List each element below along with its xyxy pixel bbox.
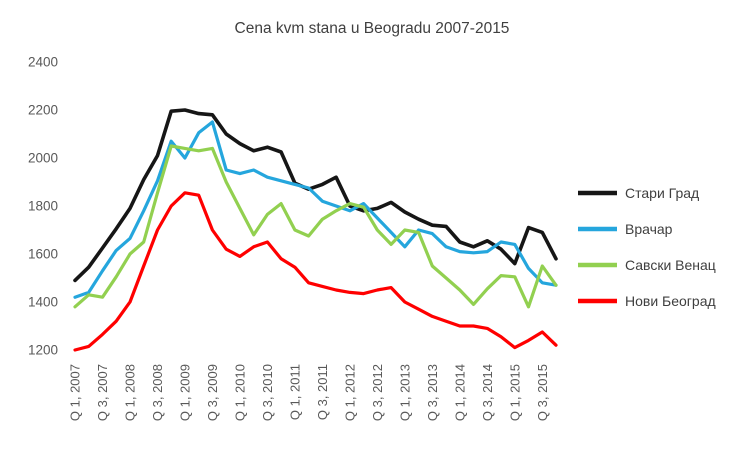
- x-tick-label: Q 1, 2011: [287, 364, 302, 420]
- x-tick-label: Q 3, 2013: [425, 364, 440, 421]
- legend-label: Врачар: [625, 221, 673, 237]
- y-tick-label: 2200: [28, 103, 58, 118]
- legend-label: Нови Београд: [625, 293, 716, 309]
- x-tick-label: Q 1, 2009: [177, 364, 192, 421]
- x-tick-label: Q 1, 2007: [68, 364, 83, 421]
- y-tick-label: 2000: [28, 151, 58, 166]
- x-tick-label: Q 1, 2015: [507, 364, 522, 421]
- legend-label: Савски Венац: [625, 257, 716, 273]
- legend-label: Стари Град: [625, 185, 699, 201]
- x-tick-label: Q 3, 2008: [150, 364, 165, 421]
- y-tick-label: 1800: [28, 199, 58, 214]
- series-line-novi-beograd: [73, 191, 558, 352]
- x-tick-label: Q 1, 2014: [452, 364, 467, 421]
- x-tick-label: Q 3, 2009: [205, 364, 220, 421]
- legend-item-stari-grad: Стари Град: [578, 185, 699, 201]
- x-tick-label: Q 3, 2010: [260, 364, 275, 421]
- x-tick-label: Q 1, 2008: [123, 364, 138, 421]
- x-tick-label: Q 1, 2013: [397, 364, 412, 421]
- x-tick-label: Q 1, 2012: [342, 364, 357, 421]
- y-tick-label: 1400: [28, 295, 58, 310]
- x-tick-label: Q 3, 2012: [370, 364, 385, 421]
- legend-item-novi-beograd: Нови Београд: [578, 293, 716, 309]
- series-line-stari-grad: [73, 108, 558, 283]
- x-tick-label: Q 3, 2015: [535, 364, 550, 421]
- series-line-vracar: [73, 120, 558, 299]
- x-tick-label: Q 1, 2010: [232, 364, 247, 421]
- series-line-savski-venac: [73, 144, 558, 309]
- y-axis: 1200 1400 1600 1800 2000 2200 2400: [28, 55, 58, 358]
- legend: Стари Град Врачар Савски Венац Нови Београд: [578, 185, 716, 309]
- legend-item-vracar: Врачар: [578, 221, 673, 237]
- chart-title: Cena kvm stana u Beogradu 2007-2015: [235, 20, 510, 37]
- y-tick-label: 1200: [28, 343, 58, 358]
- x-tick-label: Q 3, 2014: [480, 364, 495, 421]
- x-axis: Q 1, 2007 Q 3, 2007 Q 1, 2008 Q 3, 2008 Q 1,…: [68, 364, 550, 421]
- series-lines: [73, 108, 558, 352]
- legend-item-savski-venac: Савски Венац: [578, 257, 716, 273]
- y-tick-label: 2400: [28, 55, 58, 70]
- x-tick-label: Q 3, 2007: [95, 364, 110, 421]
- y-tick-label: 1600: [28, 247, 58, 262]
- x-tick-label: Q 3, 2011: [315, 364, 330, 420]
